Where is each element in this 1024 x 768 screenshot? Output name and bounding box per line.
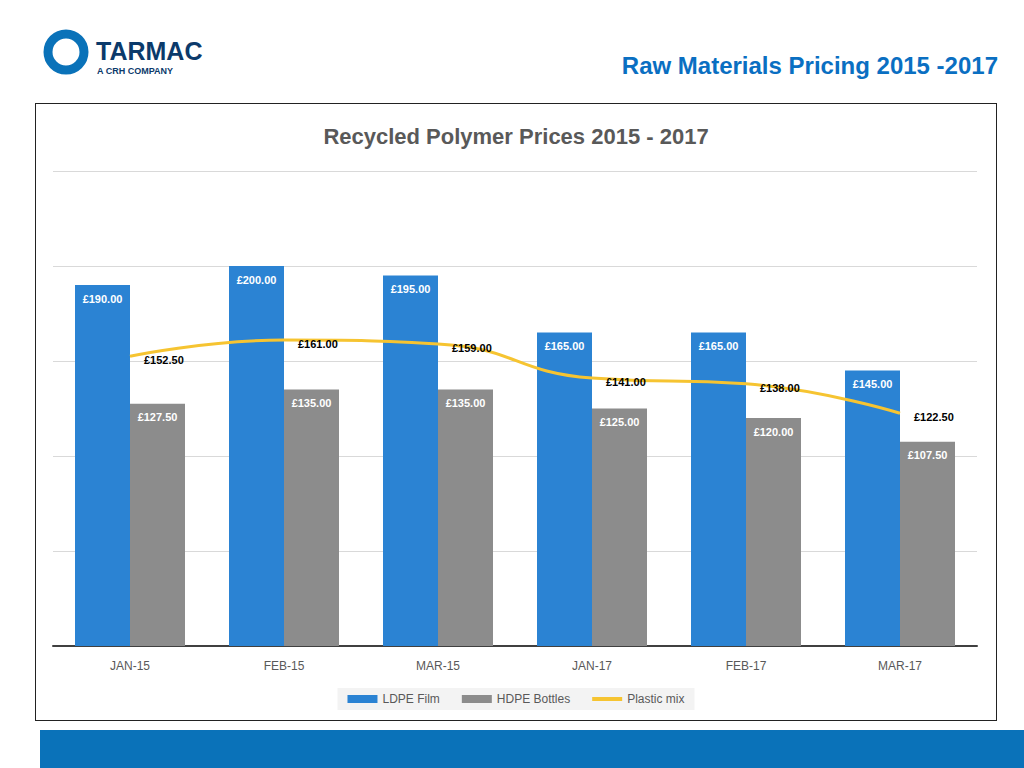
svg-text:Recycled Polymer Prices 2015 -: Recycled Polymer Prices 2015 - 2017 <box>323 124 708 149</box>
svg-text:£195.00: £195.00 <box>391 283 431 295</box>
svg-text:FEB-17: FEB-17 <box>726 659 767 673</box>
svg-text:£161.00: £161.00 <box>298 338 338 350</box>
svg-text:HDPE Bottles: HDPE Bottles <box>497 692 570 706</box>
svg-text:£135.00: £135.00 <box>446 397 486 409</box>
svg-text:£200.00: £200.00 <box>237 274 277 286</box>
svg-text:JAN-15: JAN-15 <box>110 659 150 673</box>
svg-text:£120.00: £120.00 <box>754 426 794 438</box>
svg-text:£107.50: £107.50 <box>908 449 948 461</box>
svg-text:£125.00: £125.00 <box>600 416 640 428</box>
svg-text:£159.00: £159.00 <box>452 342 492 354</box>
svg-text:£141.00: £141.00 <box>606 376 646 388</box>
svg-text:LDPE Film: LDPE Film <box>382 692 439 706</box>
svg-text:A CRH COMPANY: A CRH COMPANY <box>97 66 173 76</box>
svg-text:£122.50: £122.50 <box>914 411 954 423</box>
svg-text:£165.00: £165.00 <box>699 340 739 352</box>
svg-text:£127.50: £127.50 <box>138 411 178 423</box>
svg-text:£135.00: £135.00 <box>292 397 332 409</box>
svg-text:MAR-17: MAR-17 <box>878 659 922 673</box>
svg-text:£145.00: £145.00 <box>853 378 893 390</box>
html-text:Raw Materials Pricing 2015 -20: Raw Materials Pricing 2015 -2017 <box>621 52 998 79</box>
svg-text:TARMAC: TARMAC <box>96 37 202 65</box>
svg-text:£190.00: £190.00 <box>83 293 123 305</box>
svg-text:FEB-15: FEB-15 <box>264 659 305 673</box>
svg-text:MAR-15: MAR-15 <box>416 659 460 673</box>
svg-text:Plastic mix: Plastic mix <box>627 692 684 706</box>
svg-text:£165.00: £165.00 <box>545 340 585 352</box>
svg-text:JAN-17: JAN-17 <box>572 659 612 673</box>
svg-text:£138.00: £138.00 <box>760 382 800 394</box>
svg-text:£152.50: £152.50 <box>144 354 184 366</box>
